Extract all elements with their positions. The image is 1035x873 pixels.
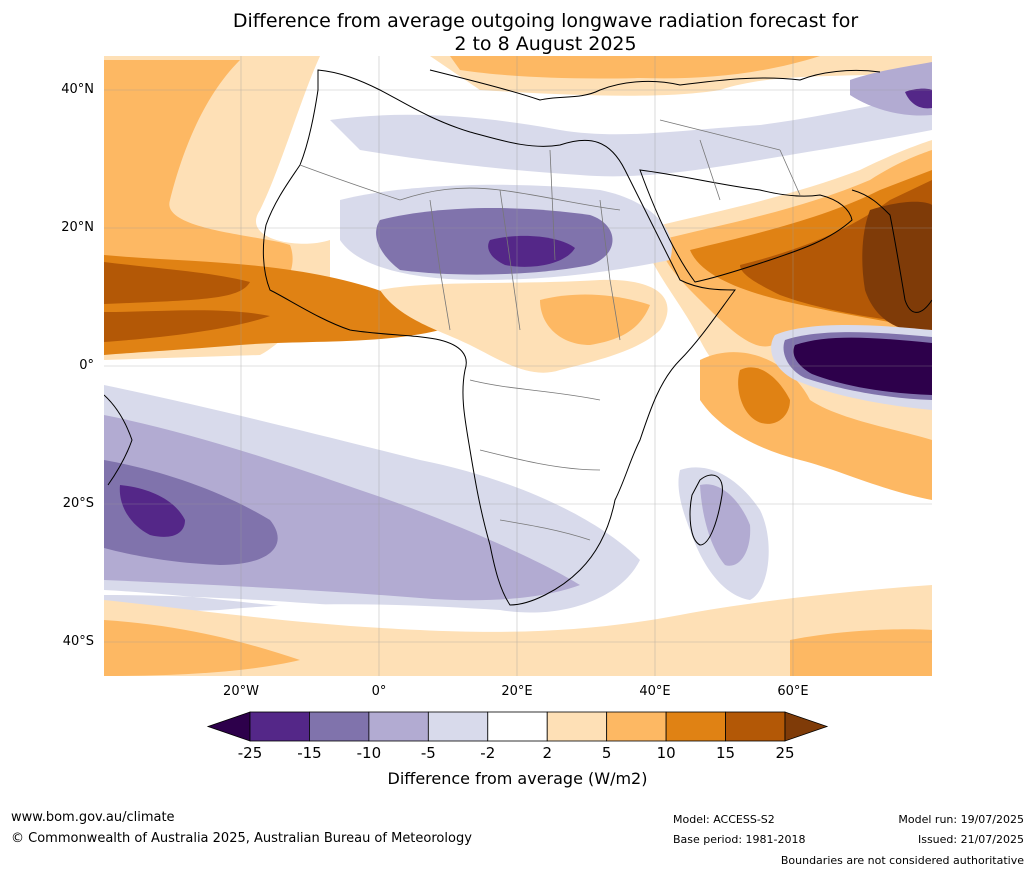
positive-region-sw-indian-core [738, 367, 790, 424]
negative-region-central-asia [850, 62, 932, 116]
africa-coastline [262, 69, 736, 606]
positive-region-southern-ocean-east [790, 629, 932, 676]
europe-coastline [429, 69, 881, 101]
colorbar-segment [487, 711, 548, 742]
lon-label-60e: 60°E [777, 684, 809, 699]
colorbar-tick-label: 5 [601, 744, 612, 762]
colorbar-segment [249, 711, 310, 742]
positive-region-atlantic-core [104, 262, 270, 342]
colorbar-tick-label: -2 [480, 744, 496, 762]
lat-label-20n: 20°N [61, 220, 94, 235]
colorbar-tick-label: 2 [542, 744, 552, 762]
colorbar-segment [368, 711, 429, 742]
map-title-line1: Difference from average outgoing longwav… [232, 10, 859, 32]
colorbar-tick-label: 25 [775, 744, 795, 762]
colorbar-segment [546, 711, 608, 742]
madagascar-coastline [689, 474, 723, 546]
arabia-coastline [639, 169, 853, 283]
positive-region-europe-core [450, 56, 820, 79]
map-title-line2: 2 to 8 August 2025 [454, 33, 637, 55]
colorbar-label: Difference from average (W/m2) [387, 769, 648, 788]
model-name: Model: ACCESS-S2 [673, 813, 775, 826]
near-zero-southern-gap [104, 590, 640, 622]
colorbar-extend-min [206, 711, 251, 742]
colorbar-tick-label: 15 [716, 744, 736, 762]
colorbar-segment [606, 711, 667, 742]
graticule [104, 56, 932, 676]
negative-region-madagascar-core [700, 484, 751, 566]
colorbar-tick-label: -5 [420, 744, 436, 762]
colorbar-segment [309, 711, 370, 742]
negative-region-central-asia-core [905, 88, 932, 109]
copyright-text: © Commonwealth of Australia 2025, Austra… [11, 831, 472, 846]
model-run-date: Model run: 19/07/2025 [898, 813, 1024, 826]
colorbar-tick-label: -15 [297, 744, 322, 762]
website-link[interactable]: www.bom.gov.au/climate [11, 810, 175, 825]
colorbar-segment [725, 711, 786, 742]
colorbar-tick-label: 10 [656, 744, 676, 762]
south-america-coastline [104, 394, 133, 486]
lon-label-20e: 20°E [501, 684, 533, 699]
country-borders [299, 119, 801, 541]
issued-date: Issued: 21/07/2025 [917, 833, 1024, 846]
anomaly-field [104, 56, 932, 676]
boundary-disclaimer: Boundaries are not considered authoritat… [780, 854, 1024, 867]
lat-label-20s: 20°S [62, 496, 94, 511]
positive-region-central-africa-core [540, 294, 650, 345]
positive-region-southern-ocean-west [104, 620, 300, 676]
negative-region-south-atlantic-peak [119, 485, 185, 537]
negative-region-south-atlantic-core [104, 460, 278, 565]
colorbar-tick-label: -25 [237, 744, 263, 762]
positive-region-southern-ocean [104, 585, 932, 676]
coastlines [104, 69, 932, 606]
colorbar-extend-max [784, 711, 829, 742]
negative-region-north-africa [330, 90, 932, 177]
lat-label-40s: 40°S [62, 634, 94, 649]
base-period: Base period: 1981-2018 [673, 833, 806, 846]
lon-label-0: 0° [371, 684, 387, 699]
lat-label-40n: 40°N [61, 82, 94, 97]
lon-label-40e: 40°E [639, 684, 671, 699]
lat-label-0: 0° [79, 358, 94, 373]
colorbar-segment [665, 711, 726, 742]
colorbar-tick-label: -10 [356, 744, 382, 762]
colorbar-segment [427, 711, 489, 742]
india-coastline [851, 189, 932, 313]
lon-label-20w: 20°W [223, 684, 259, 699]
positive-region-india-core [862, 201, 932, 331]
